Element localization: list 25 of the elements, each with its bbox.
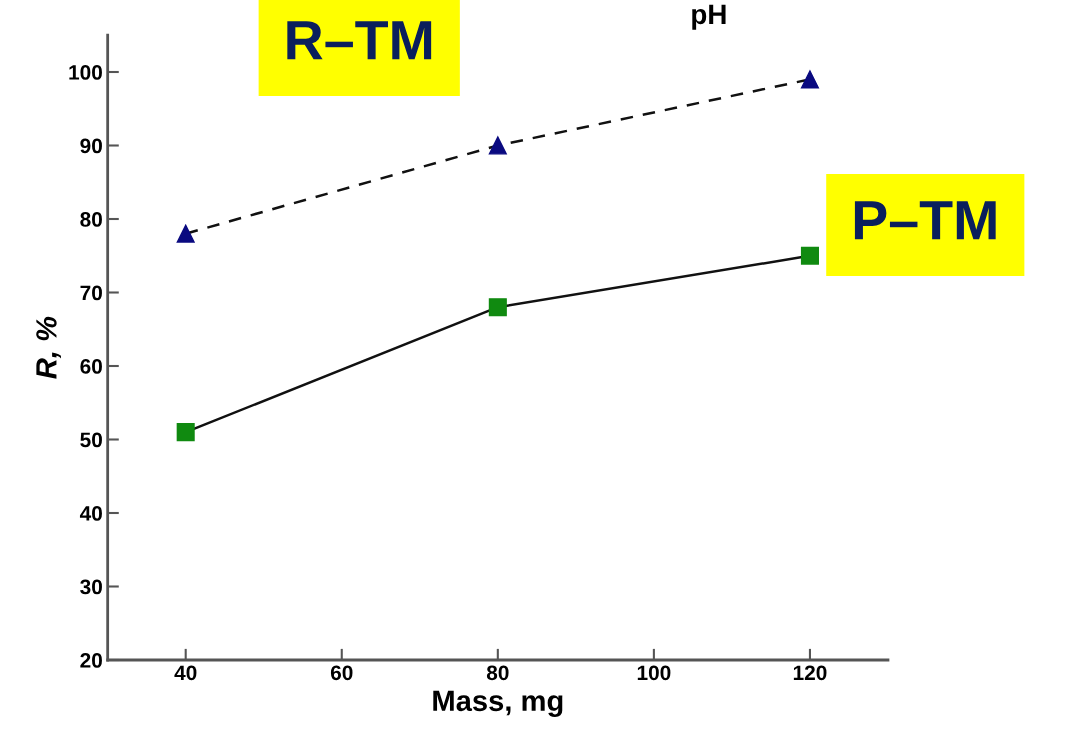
y-tick-label: 20: [80, 653, 102, 668]
x-tick-label: 100: [637, 665, 671, 681]
x-axis-title: Mass, mg: [433, 690, 563, 718]
x-tick-label: 60: [330, 665, 353, 681]
y-tick-label: 60: [80, 359, 102, 374]
series-label: R–TM: [287, 21, 432, 60]
y-tick-label: 30: [80, 579, 102, 595]
y-tick-label: 80: [80, 212, 102, 227]
y-tick-label: 50: [80, 432, 102, 448]
x-tick-label: 120: [793, 665, 827, 681]
point: [176, 224, 195, 243]
y-tick-label: 90: [80, 138, 102, 154]
chart-title: pH: [692, 4, 726, 30]
y-tick-label: 100: [69, 65, 102, 80]
y-axis-title: R, %: [36, 316, 61, 379]
x-tick-label: 40: [174, 665, 197, 681]
point: [488, 298, 507, 317]
point: [800, 246, 819, 265]
point: [800, 70, 819, 89]
point: [176, 423, 195, 442]
x-tick-label: 80: [486, 665, 509, 681]
y-tick-label: 40: [79, 506, 102, 521]
point: [488, 136, 507, 155]
y-tick-label: 70: [80, 285, 102, 301]
series-label: P–TM: [854, 201, 996, 240]
